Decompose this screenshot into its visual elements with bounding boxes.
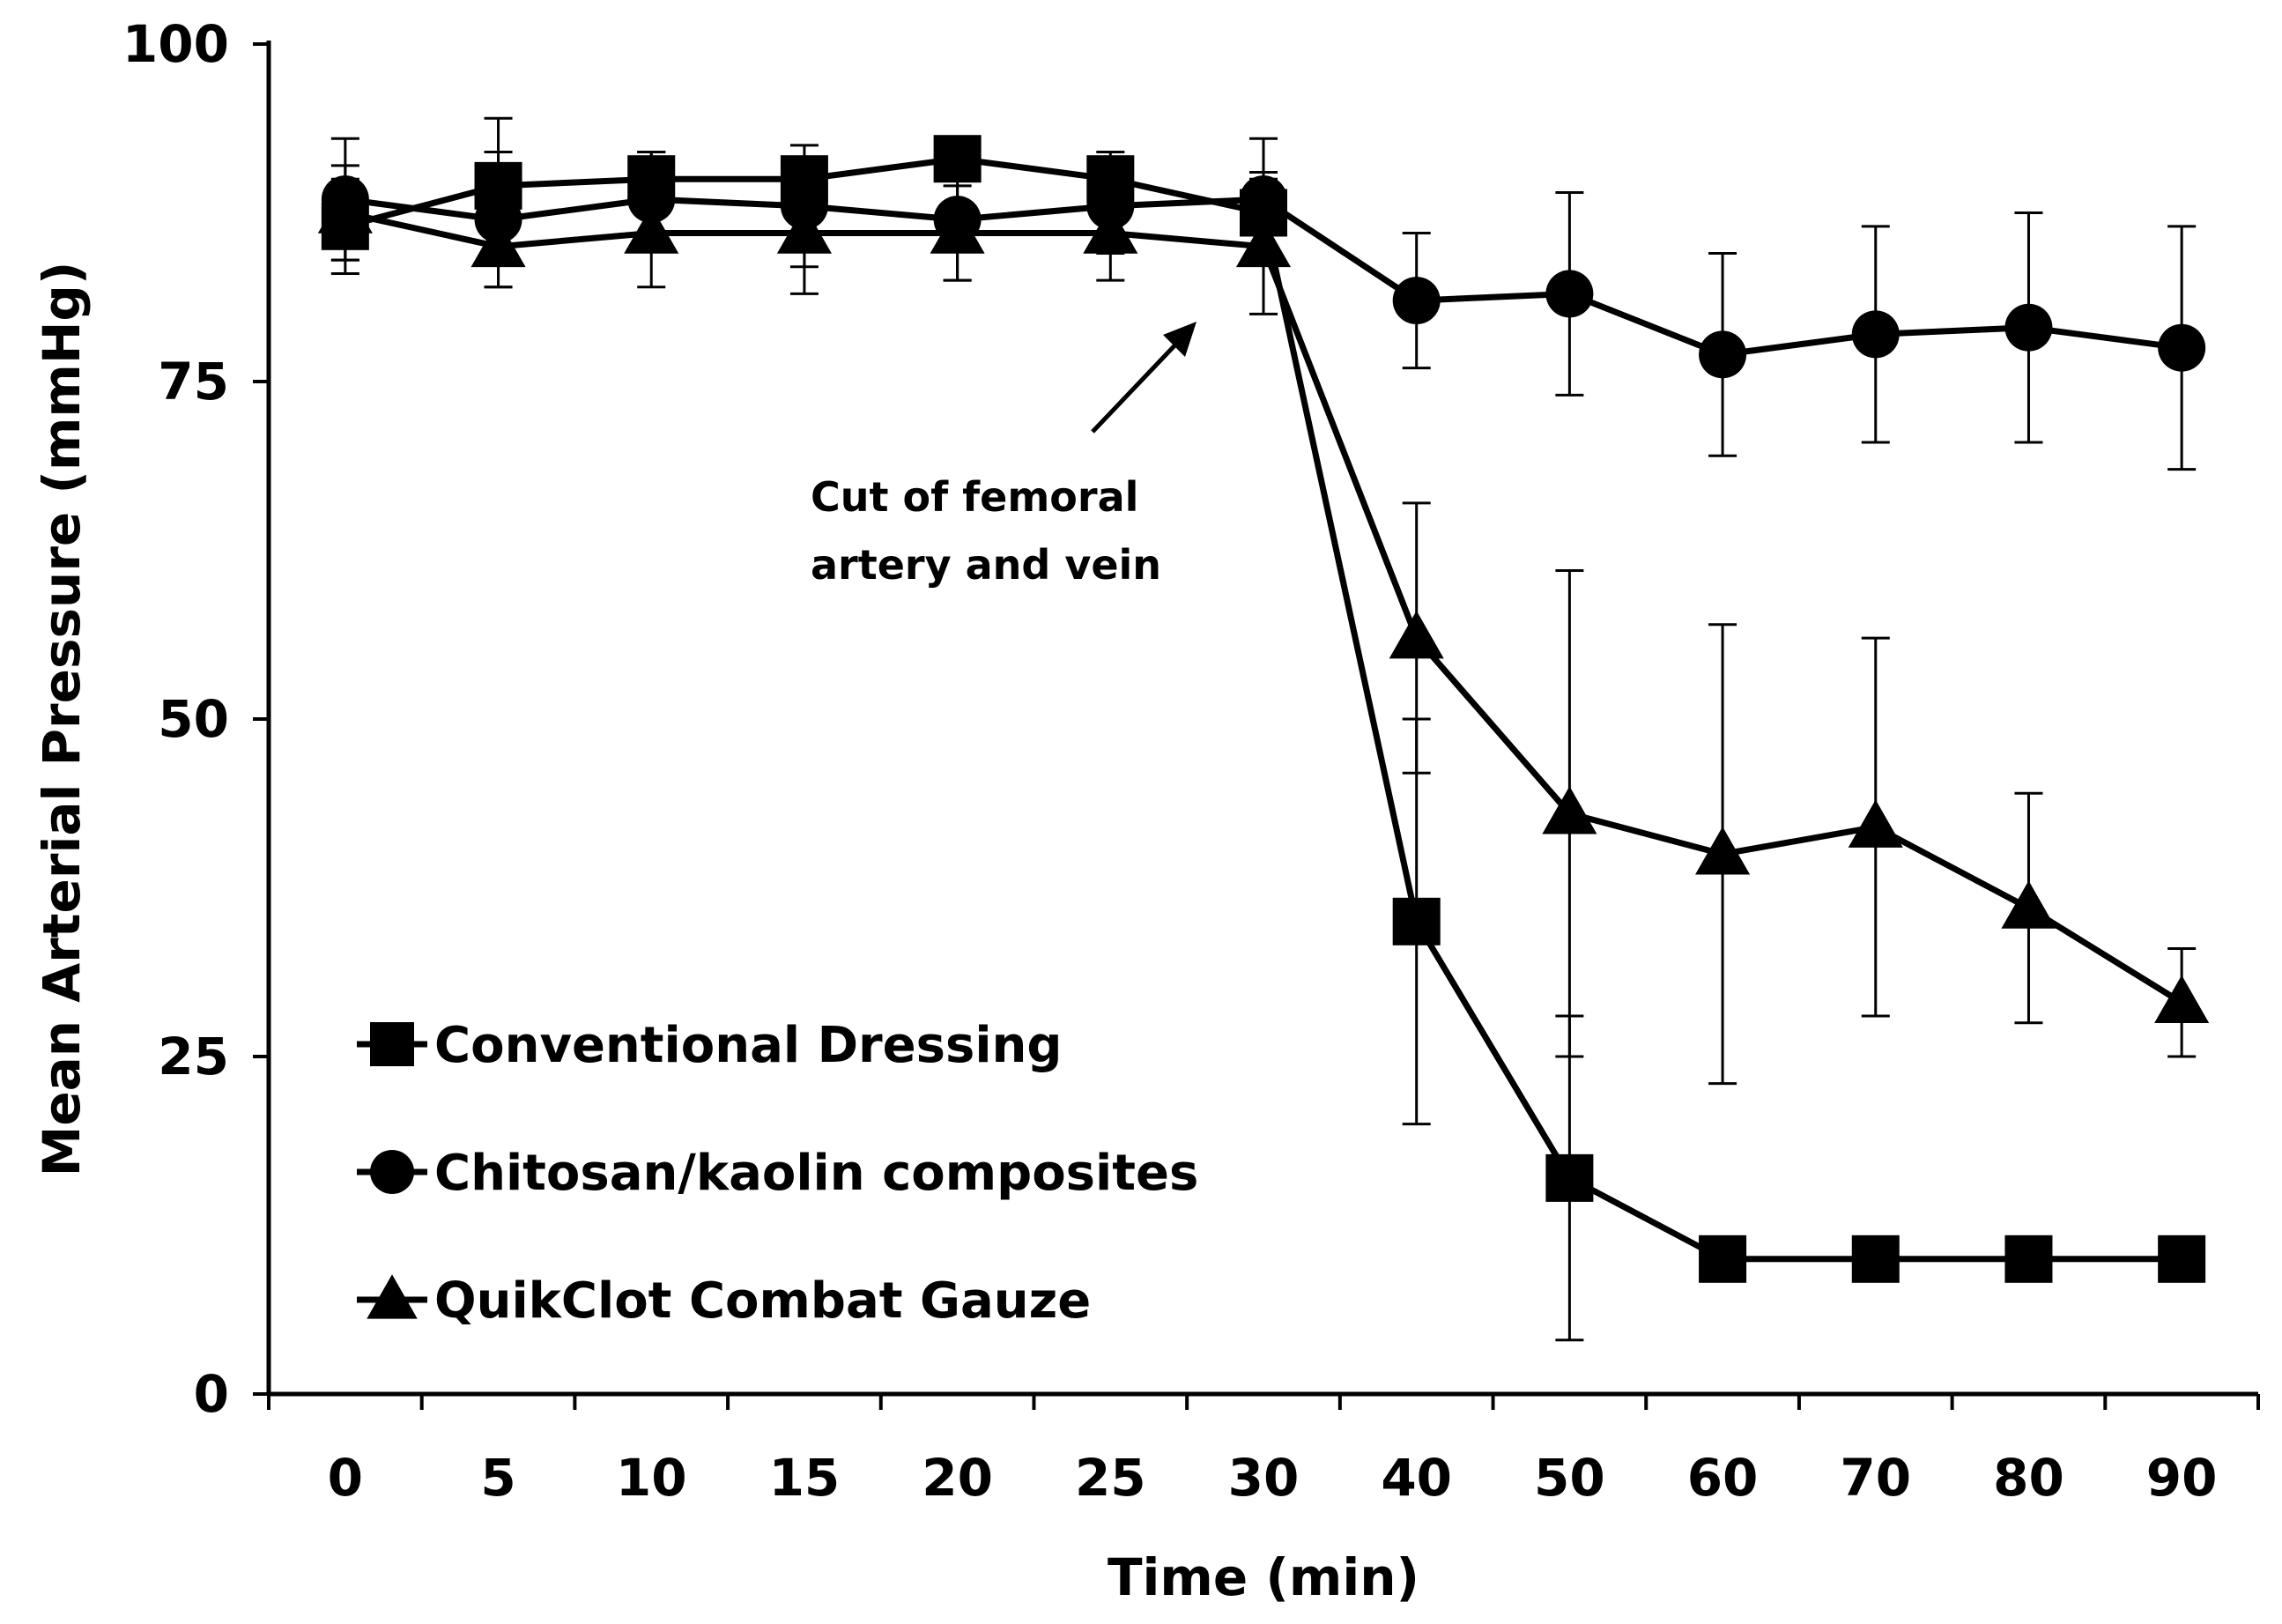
x-tick-label: 40 (1381, 1448, 1452, 1508)
axes: 0 25 50 75 100 0 5 10 15 20 25 30 40 50 60 70 80 90 Time (… (32, 14, 2260, 1607)
x-tick-label: 80 (1993, 1448, 2064, 1508)
legend-label-quikclot-combat-gauze: QuikClot Combat Gauze (434, 1272, 1091, 1330)
x-tick-label: 0 (328, 1448, 363, 1508)
y-tick-label: 25 (158, 1027, 229, 1086)
data-point-quikclot-combat-gauze (1695, 827, 1751, 875)
data-point-conventional-dressing (1699, 1235, 1747, 1283)
legend-label-conventional-dressing: Conventional Dressing (434, 1017, 1062, 1074)
data-point-quikclot-combat-gauze (776, 205, 832, 254)
y-tick-label: 50 (158, 689, 229, 749)
data-point-quikclot-combat-gauze (1389, 611, 1444, 659)
data-point-chitosan-kaolin-composites (1851, 310, 1900, 359)
data-point-conventional-dressing (933, 135, 982, 183)
y-axis-title: Mean Arterial Pressure (mmHg) (32, 262, 92, 1177)
series-lines (344, 155, 2183, 1263)
data-point-conventional-dressing (1851, 1235, 1900, 1283)
y-tick-label: 100 (122, 14, 229, 74)
data-point-chitosan-kaolin-composites (1392, 277, 1441, 325)
x-tick-label: 50 (1534, 1448, 1605, 1508)
data-point-conventional-dressing (2158, 1235, 2206, 1283)
y-tick-label: 0 (194, 1364, 229, 1424)
data-point-chitosan-kaolin-composites (627, 175, 676, 224)
data-point-quikclot-combat-gauze (930, 205, 985, 254)
data-point-conventional-dressing (1545, 1153, 1594, 1202)
x-tick-label: 20 (922, 1448, 993, 1508)
data-point-quikclot-combat-gauze (1848, 799, 1903, 848)
x-tick-label: 5 (480, 1448, 515, 1508)
x-tick-label: 70 (1840, 1448, 1911, 1508)
data-point-quikclot-combat-gauze (1083, 205, 1138, 254)
data-point-chitosan-kaolin-composites (2158, 323, 2206, 372)
x-tick-label: 60 (1687, 1448, 1759, 1508)
data-point-quikclot-combat-gauze (1235, 219, 1292, 268)
x-tick-label: 10 (616, 1448, 687, 1508)
data-point-quikclot-combat-gauze (624, 205, 679, 254)
x-tick-label: 15 (769, 1448, 841, 1508)
x-tick-label: 90 (2146, 1448, 2218, 1508)
y-tick-label: 75 (158, 352, 229, 412)
annotation-arrow-shaft (1091, 337, 1182, 434)
data-point-conventional-dressing (1392, 897, 1441, 945)
x-tick-label: 30 (1228, 1448, 1300, 1508)
data-point-chitosan-kaolin-composites (1240, 175, 1287, 224)
x-tick-label: 25 (1075, 1448, 1146, 1508)
legend-marker-quikclot-combat-gauze (367, 1274, 418, 1319)
data-point-quikclot-combat-gauze (2001, 880, 2056, 929)
data-point-conventional-dressing (2004, 1235, 2053, 1283)
annotation: Cut of femoral artery and vein (811, 322, 1197, 589)
legend: Conventional Dressing Chitosan/kaolin com… (357, 1017, 1198, 1330)
x-axis-title: Time (min) (1108, 1547, 1419, 1607)
data-point-chitosan-kaolin-composites (1699, 330, 1747, 379)
data-point-quikclot-combat-gauze (470, 219, 526, 268)
series-line-conventional-dressing (344, 155, 2182, 1263)
data-point-chitosan-kaolin-composites (1545, 270, 1594, 318)
legend-marker-conventional-dressing (370, 1022, 414, 1066)
annotation-text-line: Cut of femoral (811, 473, 1138, 521)
data-point-quikclot-combat-gauze (2154, 975, 2210, 1024)
data-point-quikclot-combat-gauze (317, 185, 373, 234)
annotation-text-line: artery and vein (811, 541, 1161, 589)
legend-marker-chitosan-kaolin-composites (370, 1150, 414, 1194)
annotation-arrowhead (1163, 322, 1197, 357)
data-point-quikclot-combat-gauze (1542, 786, 1597, 834)
data-point-chitosan-kaolin-composites (2004, 303, 2053, 352)
series-markers (317, 135, 2210, 1283)
legend-label-chitosan-kaolin-composites: Chitosan/kaolin composites (434, 1145, 1198, 1202)
